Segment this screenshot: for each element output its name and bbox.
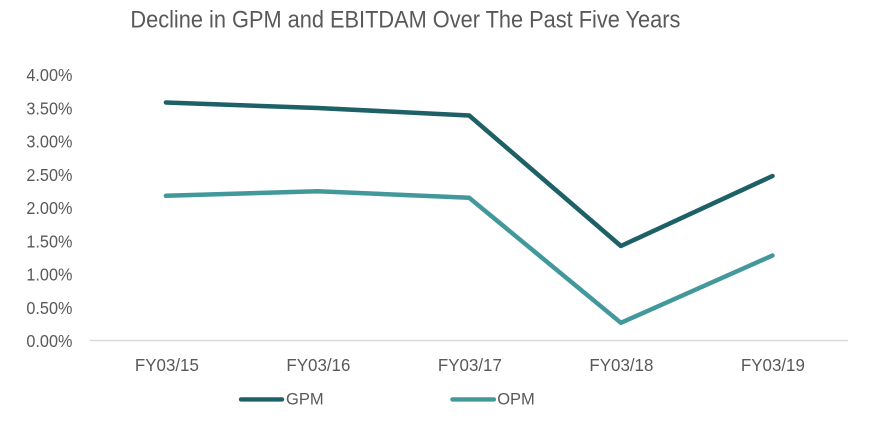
svg-text:OPM: OPM [497, 391, 535, 409]
svg-text:3.50%: 3.50% [26, 98, 72, 118]
svg-text:FY03/19: FY03/19 [741, 355, 805, 375]
svg-text:1.50%: 1.50% [26, 231, 72, 251]
svg-text:0.00%: 0.00% [26, 331, 72, 351]
svg-text:FY03/17: FY03/17 [438, 355, 502, 375]
svg-text:FY03/18: FY03/18 [589, 355, 653, 375]
svg-text:4.00%: 4.00% [26, 65, 72, 85]
svg-text:FY03/15: FY03/15 [135, 355, 199, 375]
svg-text:FY03/16: FY03/16 [286, 355, 350, 375]
svg-text:3.00%: 3.00% [26, 132, 72, 152]
svg-text:0.50%: 0.50% [26, 298, 72, 318]
svg-text:2.50%: 2.50% [26, 165, 72, 185]
svg-text:2.00%: 2.00% [26, 198, 72, 218]
svg-text:1.00%: 1.00% [26, 265, 72, 285]
svg-text:GPM: GPM [286, 391, 324, 409]
svg-text:Decline in GPM and EBITDAM Ove: Decline in GPM and EBITDAM Over The Past… [130, 6, 680, 33]
